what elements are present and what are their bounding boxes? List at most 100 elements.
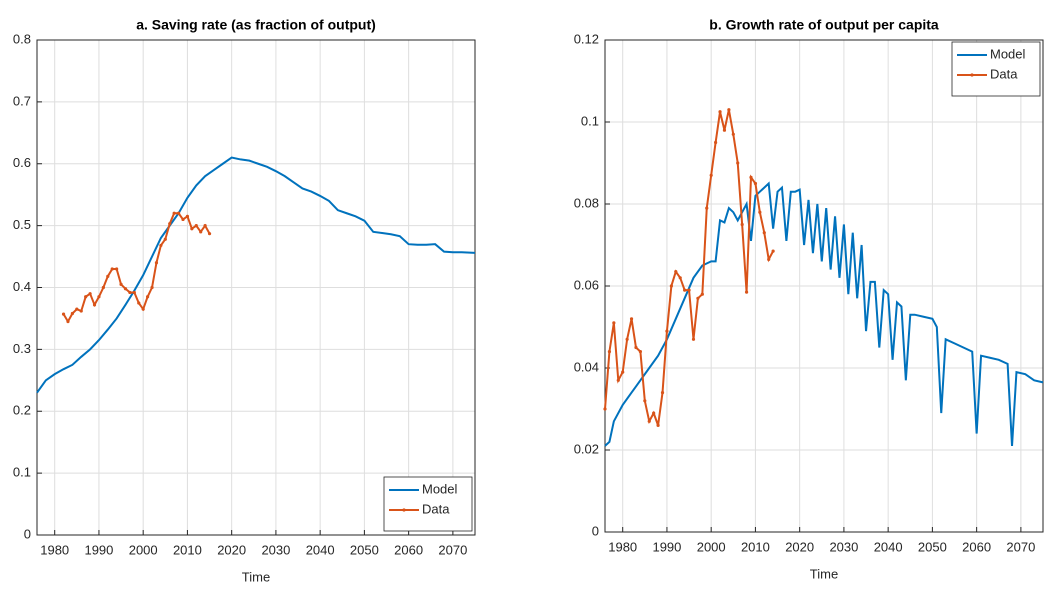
series-line	[36, 156, 476, 394]
y-tick-label: 0.7	[13, 93, 31, 108]
data-point	[727, 108, 731, 112]
y-tick-label: 0.3	[13, 341, 31, 356]
y-tick-label: 0.4	[13, 279, 31, 294]
data-point	[106, 274, 110, 278]
data-point	[75, 307, 79, 311]
data-point	[616, 378, 620, 382]
x-tick-label: 2030	[261, 542, 290, 557]
data-point	[629, 317, 634, 321]
y-tick-label: 0.08	[574, 195, 599, 210]
x-tick-label: 2040	[306, 542, 335, 557]
data-point	[700, 292, 704, 296]
data-point	[61, 312, 66, 316]
y-tick-label: 0.5	[13, 217, 31, 232]
data-point	[753, 181, 758, 186]
legend-box	[951, 41, 1041, 97]
data-point	[176, 211, 181, 215]
data-point	[146, 295, 150, 299]
data-point	[70, 311, 74, 316]
data-point	[674, 270, 678, 274]
data-point	[172, 211, 176, 215]
x-tick-label: 2070	[1006, 539, 1035, 554]
y-tick-label: 0.12	[574, 31, 599, 46]
x-tick-label: 2010	[173, 542, 202, 557]
y-tick-label: 0.02	[574, 441, 599, 456]
y-tick-label: 0.1	[581, 113, 599, 128]
data-point	[758, 210, 762, 214]
x-tick-label: 2020	[785, 539, 814, 554]
data-point	[696, 296, 700, 300]
data-point	[731, 132, 735, 136]
data-point	[154, 261, 159, 265]
data-point	[643, 399, 647, 403]
y-tick-label: 0.04	[574, 359, 599, 374]
x-axis-label: Time	[242, 569, 270, 584]
data-point	[101, 285, 105, 290]
data-point	[691, 337, 696, 341]
x-tick-label: 2000	[129, 542, 158, 557]
axes-box	[604, 39, 1044, 533]
data-point	[79, 309, 83, 313]
chart-title: a. Saving rate (as fraction of output)	[136, 17, 376, 33]
data-point	[92, 303, 97, 307]
x-tick-label: 2060	[394, 542, 423, 557]
data-point	[714, 140, 718, 145]
data-point	[625, 337, 629, 341]
data-point	[621, 370, 625, 374]
x-tick-label: 1980	[40, 542, 69, 557]
legend-label: Model	[422, 481, 458, 496]
data-point	[207, 232, 212, 236]
data-point	[647, 419, 651, 423]
data-point	[123, 287, 128, 291]
x-tick-label: 2020	[217, 542, 246, 557]
data-point	[749, 175, 753, 179]
data-point	[119, 282, 123, 287]
data-point	[656, 423, 660, 427]
data-point	[665, 329, 669, 333]
y-tick-label: 0.1	[13, 465, 31, 480]
x-tick-label: 2040	[874, 539, 903, 554]
data-point	[84, 295, 88, 299]
data-point	[669, 284, 673, 288]
data-point	[687, 288, 691, 292]
data-point	[678, 276, 682, 280]
data-point	[744, 290, 749, 294]
x-tick-label: 2000	[697, 539, 726, 554]
legend-label: Data	[422, 501, 450, 516]
data-point	[660, 391, 665, 395]
data-point	[163, 237, 167, 241]
data-point	[634, 345, 638, 350]
legend-label: Data	[990, 66, 1018, 81]
x-tick-label: 2060	[962, 539, 991, 554]
data-point	[159, 243, 163, 248]
data-point	[132, 290, 136, 295]
data-point	[88, 292, 92, 296]
data-point	[203, 224, 207, 228]
data-point	[66, 319, 70, 324]
data-point	[128, 290, 132, 295]
data-point	[190, 227, 194, 231]
data-point	[736, 161, 740, 165]
y-tick-label: 0	[24, 526, 31, 541]
data-point	[185, 214, 190, 218]
x-tick-label: 2010	[741, 539, 770, 554]
x-tick-label: 1990	[84, 542, 113, 557]
legend-marker	[402, 508, 406, 512]
axes-box	[36, 39, 476, 536]
data-point	[771, 249, 775, 253]
y-tick-label: 0.2	[13, 403, 31, 418]
legend-marker	[970, 73, 974, 77]
data-point	[194, 224, 198, 228]
y-tick-label: 0	[592, 523, 599, 538]
chart-title: b. Growth rate of output per capita	[709, 17, 939, 33]
x-tick-label: 1980	[608, 539, 637, 554]
data-point	[722, 128, 727, 132]
x-tick-label: 2030	[829, 539, 858, 554]
data-point	[638, 350, 642, 354]
legend-label: Model	[990, 46, 1026, 61]
y-tick-label: 0.6	[13, 155, 31, 170]
data-point	[740, 222, 744, 227]
legend-box	[383, 476, 473, 532]
data-point	[683, 288, 687, 292]
